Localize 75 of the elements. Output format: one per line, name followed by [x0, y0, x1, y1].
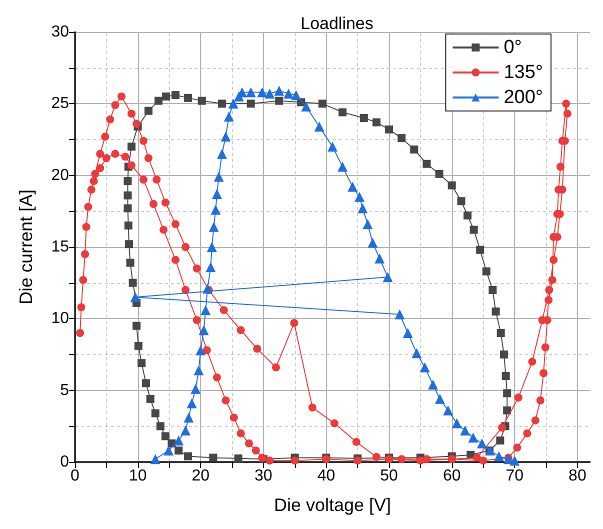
- y-tick-label: 10: [51, 310, 70, 328]
- point: [510, 456, 520, 466]
- point: [186, 398, 197, 408]
- y-axis-title: Die current [A]: [16, 189, 36, 305]
- point: [130, 292, 140, 302]
- point: [208, 222, 219, 232]
- point: [338, 162, 348, 172]
- point: [348, 182, 358, 192]
- point: [314, 122, 324, 132]
- point: [174, 436, 184, 446]
- x-tick-label: 20: [192, 468, 210, 484]
- point: [494, 451, 504, 462]
- point: [394, 309, 405, 320]
- x-tick-label: 40: [317, 468, 336, 484]
- point: [200, 305, 211, 316]
- point: [412, 348, 422, 358]
- point: [190, 384, 201, 394]
- y-tick-label: 30: [51, 24, 70, 40]
- point: [228, 98, 238, 109]
- point: [180, 425, 191, 436]
- point: [257, 87, 268, 98]
- point: [264, 88, 275, 99]
- point: [220, 132, 231, 142]
- point: [374, 253, 385, 264]
- point: [402, 328, 413, 338]
- x-tick-label: 10: [128, 468, 147, 484]
- y-tick-label: 0: [60, 454, 70, 470]
- point: [198, 325, 209, 336]
- point: [212, 188, 222, 199]
- point: [284, 88, 294, 99]
- legend-label: 0°: [504, 37, 522, 58]
- point: [476, 438, 487, 448]
- point: [164, 446, 174, 456]
- point: [194, 365, 204, 376]
- point: [196, 345, 206, 356]
- x-tick-label: 70: [506, 468, 524, 484]
- point: [291, 90, 302, 100]
- point: [354, 192, 365, 202]
- point: [460, 425, 470, 436]
- point: [434, 394, 445, 404]
- point: [246, 87, 256, 98]
- point: [362, 219, 373, 230]
- legend-label: 135°: [504, 62, 544, 83]
- point: [274, 86, 284, 96]
- x-tick-label: 0: [70, 468, 80, 484]
- point: [202, 284, 213, 294]
- point: [443, 405, 454, 416]
- point: [206, 242, 217, 252]
- point: [216, 148, 227, 159]
- chart-title: Loadlines: [300, 14, 374, 33]
- x-tick-label: 80: [568, 468, 586, 484]
- point: [214, 172, 224, 182]
- y-tick-label: 20: [51, 166, 70, 184]
- legend-label: 200°: [504, 87, 544, 108]
- point: [301, 102, 312, 112]
- y-tick-label: 5: [60, 382, 70, 399]
- point: [184, 412, 194, 423]
- y-tick-label: 15: [51, 238, 70, 256]
- point: [468, 432, 478, 443]
- point: [420, 362, 430, 372]
- point: [206, 262, 216, 272]
- x-axis-title: Die voltage [V]: [274, 495, 392, 515]
- point: [210, 204, 221, 215]
- point: [452, 418, 462, 428]
- y-tick-label: 25: [51, 95, 70, 112]
- x-tick-label: 50: [380, 468, 398, 484]
- point: [428, 380, 438, 390]
- x-tick-label: 60: [442, 468, 461, 484]
- x-tick-label: 30: [254, 468, 272, 484]
- point: [382, 272, 393, 282]
- point: [368, 238, 378, 248]
- point: [150, 454, 160, 464]
- point: [224, 112, 234, 122]
- point: [328, 142, 338, 152]
- point: [358, 203, 368, 214]
